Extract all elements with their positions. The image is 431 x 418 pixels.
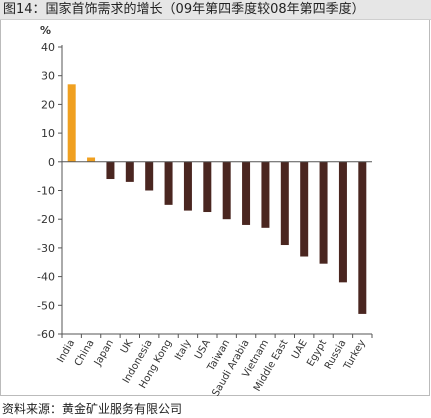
axes xyxy=(61,45,372,335)
bar-egypt xyxy=(319,161,328,264)
y-tick-label: 10 xyxy=(41,127,55,140)
category-label: Italy xyxy=(173,338,193,362)
y-tick-label: 40 xyxy=(41,41,55,54)
bar-middle-east xyxy=(280,161,289,246)
y-tick-label: -50 xyxy=(37,299,55,312)
bar-chart: % 40 30 20 10 0 -10 -20 -30 -40 -50 -60 IndiaChina… xyxy=(37,24,373,396)
category-label: Japan xyxy=(92,338,116,369)
chart-title: 图14：国家首饰需求的增长（09年第四季度较08年第四季度） xyxy=(0,0,431,20)
bar-indonesia xyxy=(145,161,154,191)
bar-uae xyxy=(300,161,309,257)
bar-russia xyxy=(338,161,347,283)
bar-japan xyxy=(106,161,115,180)
bar-uk xyxy=(125,161,134,182)
category-label: China xyxy=(73,338,97,368)
chart-frame xyxy=(0,20,430,396)
category-label: USA xyxy=(193,338,213,362)
bar-saudi-arabia xyxy=(242,161,251,225)
y-tick-label: 30 xyxy=(41,70,55,83)
bar-vietnam xyxy=(261,161,270,228)
bar-india xyxy=(67,84,76,162)
category-label: UAE xyxy=(290,338,310,361)
source-note: 资料来源：黄金矿业服务有限公司 xyxy=(2,402,183,416)
bar-hong-kong xyxy=(164,161,173,205)
bar-usa xyxy=(203,161,212,213)
y-axis-ticks: 40 30 20 10 0 -10 -20 -30 -40 -50 -60 xyxy=(37,41,62,341)
bars xyxy=(67,84,367,314)
y-tick-label: -20 xyxy=(37,213,55,226)
y-tick-label: -40 xyxy=(37,271,55,284)
bar-taiwan xyxy=(222,161,231,220)
y-tick-label: 20 xyxy=(41,98,55,111)
bar-turkey xyxy=(358,161,367,314)
y-tick-label: -10 xyxy=(37,185,55,198)
y-tick-label: 0 xyxy=(48,156,55,169)
category-label: UK xyxy=(119,338,136,356)
y-tick-label: -30 xyxy=(37,242,55,255)
y-tick-label: -60 xyxy=(37,328,55,341)
y-axis-unit-label: % xyxy=(40,24,51,37)
bar-china xyxy=(87,157,96,162)
bar-italy xyxy=(183,161,192,211)
